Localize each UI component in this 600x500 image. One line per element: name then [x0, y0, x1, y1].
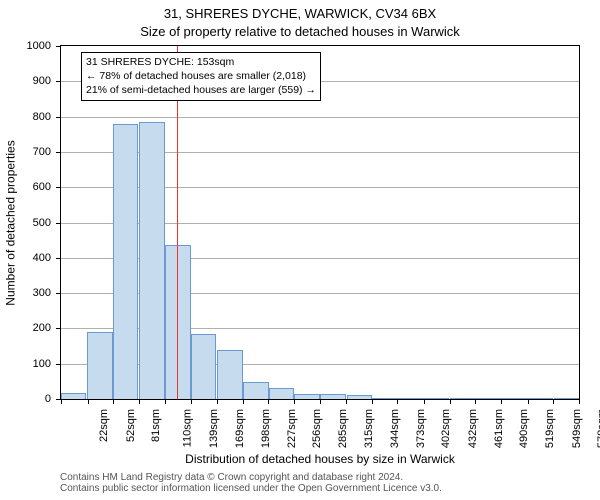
info-box: 31 SHRERES DYCHE: 153sqm ← 78% of detach…	[81, 52, 321, 101]
y-tick-label: 0	[45, 393, 51, 405]
x-tick-label: 549sqm	[571, 409, 583, 448]
x-tick-mark	[346, 399, 347, 404]
histogram-bar	[61, 393, 87, 399]
histogram-bar	[139, 122, 165, 399]
histogram-bar	[398, 398, 424, 399]
x-tick-mark	[501, 399, 502, 404]
y-tick-mark	[56, 364, 61, 365]
x-tick-mark	[528, 399, 529, 404]
x-tick-mark	[61, 399, 62, 404]
x-axis-label: Distribution of detached houses by size …	[60, 452, 580, 466]
y-tick-mark	[56, 328, 61, 329]
x-tick-mark	[424, 399, 425, 404]
chart-title-line2: Size of property relative to detached ho…	[0, 24, 600, 39]
x-tick-mark	[113, 399, 114, 404]
x-tick-label: 110sqm	[181, 409, 193, 447]
histogram-bar	[320, 394, 346, 399]
x-tick-mark	[294, 399, 295, 404]
histogram-bar	[269, 388, 295, 399]
x-tick-label: 461sqm	[493, 409, 505, 448]
x-tick-mark	[450, 399, 451, 404]
x-tick-mark	[88, 399, 89, 404]
x-tick-label: 22sqm	[98, 409, 110, 442]
histogram-bar	[87, 332, 113, 399]
x-tick-label: 315sqm	[364, 409, 376, 448]
x-tick-mark	[579, 399, 580, 404]
y-tick-mark	[56, 223, 61, 224]
y-tick-label: 100	[33, 358, 51, 370]
y-tick-label: 600	[33, 181, 51, 193]
y-tick-mark	[56, 117, 61, 118]
histogram-bar	[217, 350, 243, 399]
histogram-bar	[476, 398, 502, 399]
y-tick-mark	[56, 152, 61, 153]
x-tick-mark	[320, 399, 321, 404]
histogram-bar	[502, 398, 528, 399]
x-tick-label: 285sqm	[337, 409, 349, 448]
y-tick-mark	[56, 81, 61, 82]
x-tick-mark	[139, 399, 140, 404]
y-tick-label: 1000	[27, 40, 51, 52]
chart-title-line1: 31, SHRERES DYCHE, WARWICK, CV34 6BX	[0, 6, 600, 21]
histogram-bar	[294, 394, 320, 399]
x-tick-label: 256sqm	[311, 409, 323, 448]
y-tick-mark	[56, 258, 61, 259]
histogram-bar	[347, 395, 373, 399]
x-tick-label: 52sqm	[125, 409, 137, 442]
x-tick-mark	[165, 399, 166, 404]
y-tick-mark	[56, 46, 61, 47]
info-line: 31 SHRERES DYCHE: 153sqm	[86, 55, 316, 69]
chart-container: 31, SHRERES DYCHE, WARWICK, CV34 6BX Siz…	[0, 0, 600, 500]
y-tick-label: 800	[33, 111, 51, 123]
x-tick-mark	[475, 399, 476, 404]
histogram-bar	[113, 124, 139, 399]
x-tick-label: 81sqm	[150, 409, 162, 442]
histogram-bar	[372, 398, 398, 399]
y-tick-label: 700	[33, 146, 51, 158]
x-tick-label: 432sqm	[467, 409, 479, 448]
gridline	[61, 117, 579, 118]
histogram-bar	[191, 334, 217, 399]
x-tick-label: 227sqm	[286, 409, 298, 448]
y-tick-mark	[56, 293, 61, 294]
histogram-bar	[424, 398, 450, 399]
x-tick-mark	[372, 399, 373, 404]
x-tick-label: 139sqm	[208, 409, 220, 448]
y-tick-mark	[56, 187, 61, 188]
x-tick-label: 373sqm	[415, 409, 427, 448]
x-tick-label: 198sqm	[260, 409, 272, 448]
x-tick-label: 169sqm	[234, 409, 246, 448]
x-tick-label: 344sqm	[389, 409, 401, 448]
histogram-bar	[554, 398, 580, 399]
y-tick-label: 400	[33, 252, 51, 264]
x-tick-label: 490sqm	[519, 409, 531, 448]
info-line: ← 78% of detached houses are smaller (2,…	[86, 69, 316, 83]
x-tick-label: 578sqm	[596, 409, 600, 448]
copyright-text: Contains HM Land Registry data © Crown c…	[60, 472, 442, 494]
info-line: 21% of semi-detached houses are larger (…	[86, 83, 316, 97]
x-tick-label: 519sqm	[544, 409, 556, 448]
y-tick-label: 200	[33, 322, 51, 334]
x-tick-label: 402sqm	[441, 409, 453, 448]
y-tick-label: 900	[33, 75, 51, 87]
x-tick-mark	[243, 399, 244, 404]
histogram-bar	[527, 398, 553, 399]
y-tick-label: 500	[33, 217, 51, 229]
histogram-bar	[243, 382, 269, 399]
x-tick-mark	[217, 399, 218, 404]
histogram-bar	[450, 398, 476, 399]
x-tick-mark	[268, 399, 269, 404]
y-tick-label: 300	[33, 287, 51, 299]
x-tick-mark	[553, 399, 554, 404]
plot-area: 0100200300400500600700800900100022sqm52s…	[60, 45, 580, 400]
x-tick-mark	[191, 399, 192, 404]
x-tick-mark	[397, 399, 398, 404]
y-axis-label: Number of detached properties	[4, 45, 18, 400]
